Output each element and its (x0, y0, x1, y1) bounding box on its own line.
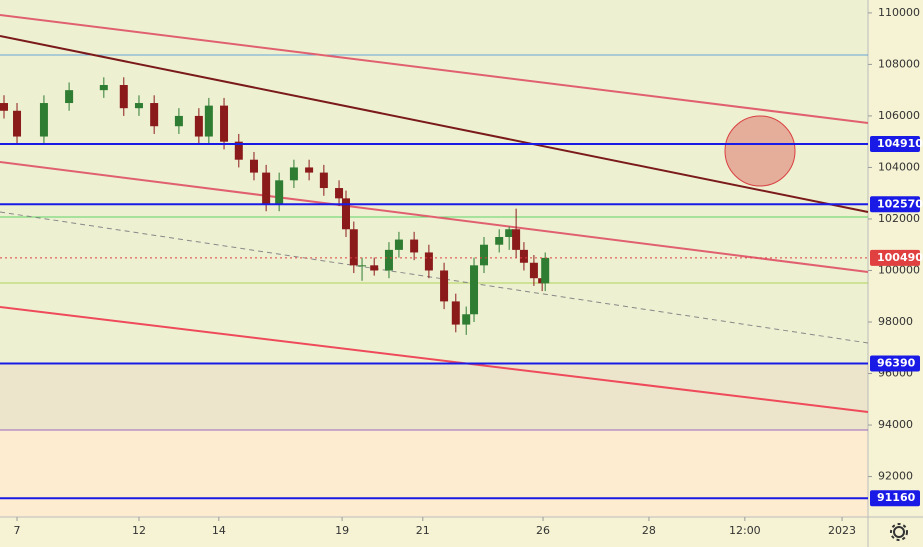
y-tick-label: 102000 (878, 212, 920, 225)
candle-body (335, 188, 344, 199)
y-tick-label: 108000 (878, 57, 920, 70)
candle-body (204, 105, 213, 137)
y-tick-label: 106000 (878, 109, 920, 122)
candle-body (119, 85, 128, 109)
candle-body (194, 115, 203, 137)
candle-body (512, 229, 521, 250)
candle-body (65, 90, 74, 104)
price-label-box (870, 135, 920, 152)
candle-body (410, 239, 419, 253)
candle-body (462, 314, 471, 325)
price-axis (868, 0, 923, 547)
y-tick-label: 92000 (878, 470, 913, 483)
candle-body (384, 249, 393, 271)
candle-body (541, 257, 550, 284)
price-label-box (870, 355, 920, 372)
candle-body (0, 103, 8, 111)
candle-body (394, 239, 403, 250)
trend-line (0, 306, 869, 413)
candle-body (305, 167, 314, 173)
zone-middle (0, 365, 868, 430)
candle-body (424, 252, 433, 271)
y-tick-label: 94000 (878, 418, 913, 431)
candle-body (358, 265, 367, 267)
candle-body (505, 229, 514, 237)
candle-body (289, 167, 298, 181)
candle-body (13, 110, 22, 137)
candle-body (341, 198, 350, 230)
candle-body (174, 115, 183, 127)
candle-body (234, 141, 243, 160)
candle-body (99, 85, 108, 91)
candle-body (440, 270, 449, 302)
y-tick-label: 110000 (878, 6, 920, 19)
candle-body (220, 105, 229, 142)
marker-circle (724, 115, 796, 187)
zone-lower (0, 430, 868, 517)
trend-line (0, 14, 869, 124)
time-axis (0, 517, 868, 547)
candle-body (39, 103, 48, 137)
price-label-box (870, 490, 920, 507)
candle-body (249, 159, 258, 173)
price-label: 104910 (877, 137, 923, 150)
candle-body (150, 103, 159, 127)
y-tick-label: 104000 (878, 160, 920, 173)
price-label-box (870, 196, 920, 213)
price-label-box (870, 249, 920, 266)
x-tick-label: 12 (132, 524, 146, 537)
trend-line (0, 161, 869, 273)
x-tick-label: 28 (642, 524, 656, 537)
candle-body (519, 249, 528, 263)
candle-body (262, 172, 271, 204)
x-tick-label: 2023 (828, 524, 856, 537)
x-tick-label: 12:00 (729, 524, 761, 537)
price-label: 100490 (877, 251, 923, 264)
x-tick-label: 26 (536, 524, 550, 537)
candle-body (134, 103, 143, 109)
x-tick-label: 14 (212, 524, 226, 537)
x-tick-label: 21 (416, 524, 430, 537)
candle-body (349, 229, 358, 266)
x-tick-label: 19 (335, 524, 349, 537)
candle-body (451, 301, 460, 325)
y-tick-label: 100000 (878, 263, 920, 276)
price-label: 91160 (877, 491, 916, 504)
price-label: 102570 (877, 197, 923, 210)
price-label: 96390 (877, 356, 916, 369)
trend-line (0, 211, 869, 344)
candle-body (529, 262, 538, 279)
candle-body (495, 236, 504, 245)
candle-body (319, 172, 328, 189)
candle-body (480, 244, 489, 266)
settings-icon[interactable] (890, 523, 908, 541)
trend-line (0, 35, 869, 213)
candle-body (275, 180, 284, 204)
x-tick-label: 7 (14, 524, 21, 537)
y-tick-label: 98000 (878, 315, 913, 328)
candle-body (370, 265, 379, 271)
candle-body (470, 265, 479, 315)
